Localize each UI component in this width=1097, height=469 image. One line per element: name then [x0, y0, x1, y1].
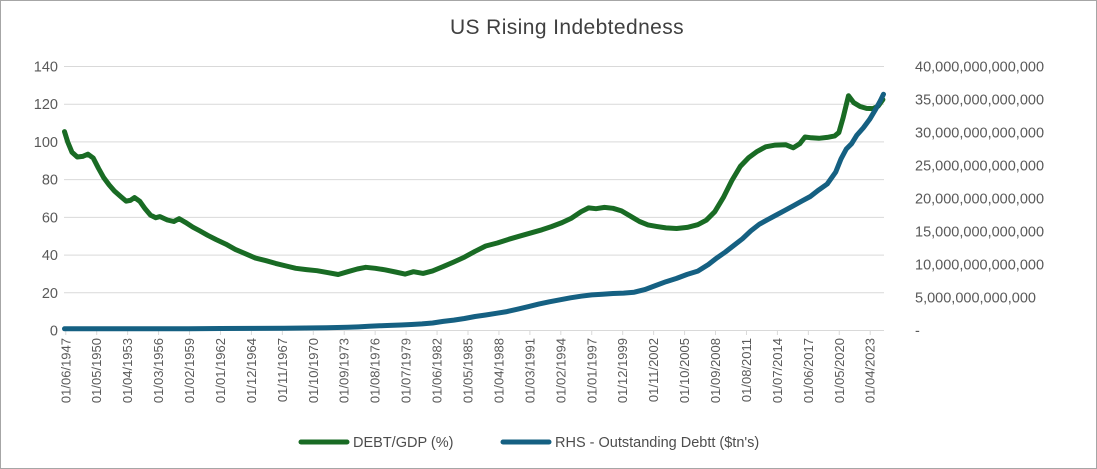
x-axis-tick-label: 01/03/1991	[522, 338, 537, 403]
right-axis-tick-label: 15,000,000,000,000	[915, 225, 1044, 241]
right-axis-tick-label: 20,000,000,000,000	[915, 192, 1044, 208]
x-axis-tick-label: 01/03/1956	[151, 338, 166, 403]
x-axis-tick-label: 01/04/1988	[491, 338, 506, 403]
right-axis-tick-label: 10,000,000,000,000	[915, 258, 1044, 274]
x-axis-tick-label: 01/05/1985	[460, 338, 475, 403]
right-axis-tick-label: 25,000,000,000,000	[915, 159, 1044, 175]
x-axis-tick-label: 01/01/1997	[584, 338, 599, 403]
x-axis-tick-label: 01/02/1959	[182, 338, 197, 403]
x-axis-tick-label: 01/01/1962	[213, 338, 228, 403]
right-axis-tick-label: -	[915, 324, 920, 340]
x-axis-tick-label: 01/11/1967	[275, 338, 290, 402]
gridlines-group	[64, 66, 884, 335]
left-axis-tick-label: 80	[42, 173, 58, 189]
x-axis-tick-label: 01/06/1947	[58, 338, 73, 403]
legend-label-debt-gdp: DEBT/GDP (%)	[353, 435, 453, 451]
x-axis-labels: 01/06/1947 01/05/1950 01/04/1953 01/03/1956…	[58, 338, 877, 403]
right-axis-labels: - 5,000,000,000,000 10,000,000,000,000 15,0…	[915, 60, 1044, 340]
x-axis-tick-label: 01/10/1970	[306, 338, 321, 403]
left-axis-tick-label: 120	[34, 97, 58, 113]
x-axis-tick-label: 01/02/1994	[553, 338, 568, 403]
x-axis-tick-label: 01/05/1950	[89, 338, 104, 403]
right-axis-tick-label: 30,000,000,000,000	[915, 126, 1044, 142]
x-axis-tick-label: 01/07/2014	[770, 338, 785, 403]
x-axis-tick-label: 01/09/1973	[337, 338, 352, 403]
series-line-debt-gdp	[62, 93, 886, 277]
left-axis-tick-label: 40	[42, 248, 58, 264]
chart-legend: DEBT/GDP (%) RHS - Outstanding Debtt ($t…	[298, 435, 759, 451]
left-axis-tick-label: 100	[34, 135, 58, 151]
x-axis-tick-label: 01/12/1964	[244, 338, 259, 403]
x-axis-tick-label: 01/06/2017	[801, 338, 816, 403]
x-axis-tick-label: 01/07/1979	[399, 338, 414, 403]
x-axis-tick-label: 01/04/1953	[120, 338, 135, 403]
x-axis-tick-label: 01/06/1982	[430, 338, 445, 403]
x-axis-tick-label: 01/08/2011	[739, 338, 754, 402]
x-axis-tick-label: 01/11/2002	[646, 338, 661, 402]
left-axis-tick-label: 0	[50, 324, 58, 340]
right-axis-tick-label: 5,000,000,000,000	[915, 291, 1036, 307]
right-axis-tick-label: 40,000,000,000,000	[915, 60, 1044, 76]
x-axis-tick-label: 01/10/2005	[677, 338, 692, 403]
right-axis-tick-label: 35,000,000,000,000	[915, 93, 1044, 109]
x-axis-tick-label: 01/08/1976	[368, 338, 383, 403]
chart-title: US Rising Indebtedness	[450, 16, 684, 39]
legend-label-outstanding-debt: RHS - Outstanding Debtt ($tn's)	[555, 435, 759, 451]
left-axis-labels: 0 20 40 60 80 100 120 140	[34, 60, 58, 340]
x-axis-tick-label: 01/05/2020	[832, 338, 847, 403]
x-axis-tick-label: 01/04/2023	[863, 338, 878, 403]
left-axis-tick-label: 60	[42, 210, 58, 226]
x-axis-tick-label: 01/09/2008	[708, 338, 723, 403]
series-line-outstanding-debt	[62, 91, 886, 332]
left-axis-tick-label: 20	[42, 286, 58, 302]
left-axis-tick-label: 140	[34, 60, 58, 76]
x-axis-tick-label: 01/12/1999	[615, 338, 630, 403]
series-group	[62, 91, 886, 332]
